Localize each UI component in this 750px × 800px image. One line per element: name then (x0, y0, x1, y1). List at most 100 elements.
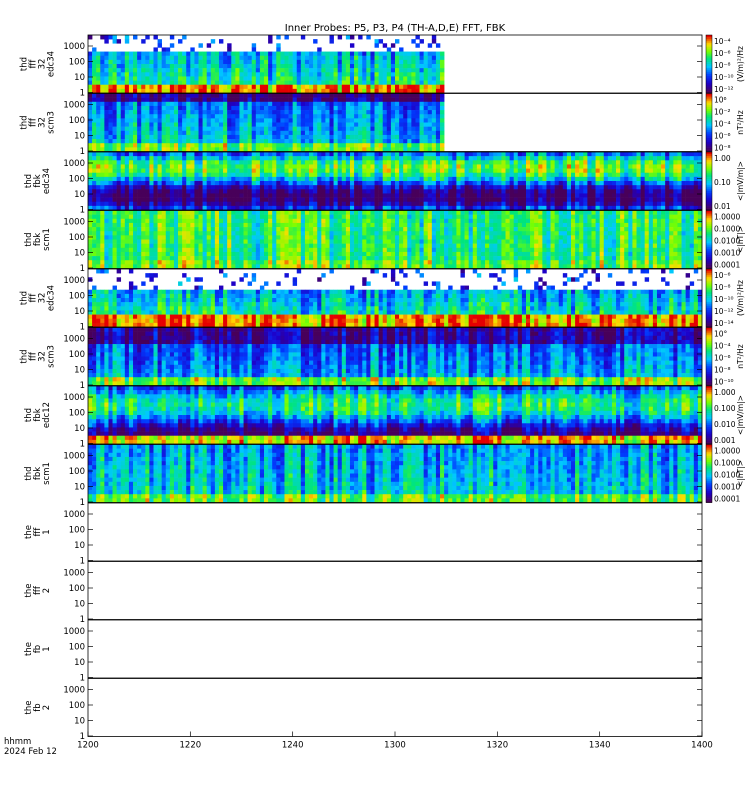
y-tick-label: 10 (74, 132, 85, 142)
panel-frame (87, 502, 703, 562)
y-tick-label: 10 (74, 73, 85, 83)
y-tick-label: 1000 (63, 159, 85, 169)
spectrogram-thd-fff32-edc34-b (88, 269, 703, 328)
panel-frame (87, 619, 703, 679)
colorbar-frame (705, 151, 713, 211)
panel-label-thd-fff32-scm3: thdfff32scm3 (20, 111, 57, 134)
x-tick-label: 1340 (589, 741, 611, 751)
panel-thd-fbk-edc12: 1000 100 10 1 thdfbkedc12 1.000 0.100 0.010 0.00… (24, 385, 745, 450)
y-tick-label: 1000 (63, 42, 85, 52)
y-tick-label: 1 (80, 147, 85, 157)
colorbar-thd-fff32-edc34: 10⁻⁴ 10⁻⁶ 10⁻⁸ 10⁻¹⁰ 10⁻¹²(V/m)²/Hz (705, 34, 745, 94)
panel-frame (87, 327, 703, 386)
colorbar-tick-label: 10⁻⁸ (714, 144, 731, 153)
y-tick-label: 1000 (63, 452, 85, 462)
colorbar-tick-label: 0.0001 (714, 495, 740, 504)
y-tick-label: 1 (80, 89, 85, 99)
panel-label-the-fff-1: thefff1 (24, 525, 52, 539)
colorbar-tick-label: 0.0100 (714, 471, 740, 480)
colorbar-tick-label: 0.0010 (714, 249, 740, 258)
colorbar-tick-label: 0.1000 (714, 225, 740, 234)
colorbar-unit: <|mV/m|> (736, 395, 745, 435)
colorbar-tick-label: 10⁻⁶ (714, 49, 731, 58)
y-tick-label: 100 (69, 58, 85, 68)
spectrogram-thd-fbk-edc12 (88, 386, 703, 445)
colorbar-tick-label: 10⁻⁶ (714, 354, 731, 363)
panel-label-thd-fff32-edc34: thdfff32edc34 (20, 51, 57, 77)
colorbar-thd-fbk-edc34: 1.00 0.10 0.01 <|mV/m|> (705, 151, 745, 211)
colorbar-tick-label: 10⁻¹⁰ (714, 295, 734, 304)
colorbar-tick-label: 1.0000 (714, 213, 740, 222)
x-axis-label-hhmm: hhmm (4, 737, 31, 747)
y-tick-label: 100 (69, 584, 85, 594)
colorbar-unit: nT²/Hz (736, 110, 745, 135)
x-tick-label: 1220 (180, 741, 202, 751)
panel-frame (87, 93, 703, 152)
colorbar-tick-label: 10⁻⁸ (714, 61, 731, 70)
y-tick-label: 1000 (63, 218, 85, 228)
y-tick-label: 10 (74, 717, 85, 727)
panel-frame (87, 561, 703, 620)
colorbar-tick-label: 0.01 (714, 202, 731, 211)
x-tick-label: 1320 (487, 741, 509, 751)
y-tick-label: 100 (69, 526, 85, 536)
panel-thd-fbk-scm1: 1000 100 10 1 thdfbkscm1 1.0000 0.1000 0.0100 0.… (24, 210, 745, 274)
panel-label-the-fff-2: thefff2 (24, 584, 52, 598)
colorbar-tick-label: 10⁻¹⁰ (714, 73, 734, 82)
colorbar-frame (705, 385, 713, 445)
colorbar-unit: <|nT|> (736, 226, 745, 253)
colorbar-tick-label: 10⁻¹⁰ (714, 378, 734, 387)
colorbar-unit: (V/m)²/Hz (736, 46, 745, 82)
colorbar-tick-label: 10⁶ (714, 96, 727, 105)
panel-the-fb-1: 1000 100 10 1 thefb1 (24, 619, 703, 684)
colorbar-unit: <|mV/m|> (736, 161, 745, 201)
y-tick-label: 1 (80, 440, 85, 450)
colorbar-tick-label: 0.100 (714, 404, 736, 413)
x-tick-label: 1200 (77, 741, 99, 751)
panel-thd-fff32-edc34-b: 1000 100 10 1 thdfff32edc34 10⁻⁶ 10⁻⁸ 10⁻¹⁰ 10⁻¹… (20, 268, 745, 333)
y-tick-label: 1000 (63, 101, 85, 111)
colorbar-tick-label: 10° (714, 330, 728, 339)
panel-label-thd-fbk-scm1: thdfbkscm1 (24, 228, 52, 251)
colorbar-tick-label: 10⁻² (714, 108, 731, 117)
panel-the-fb-2: 1000 100 10 1 thefb2 (24, 678, 703, 742)
colorbar-thd-fbk-scm1-b: 1.0000 0.1000 0.0100 0.0010 0.0001 <|nT|> (705, 444, 745, 504)
spectrogram-thd-fff32-scm3-b (88, 327, 703, 386)
y-tick-label: 10 (74, 600, 85, 610)
colorbar-tick-label: 10⁻¹² (714, 307, 734, 316)
colorbar-thd-fff32-edc34-b: 10⁻⁶ 10⁻⁸ 10⁻¹⁰ 10⁻¹² 10⁻¹⁴(V/m)²/Hz (705, 268, 745, 328)
y-tick-label: 1 (80, 381, 85, 391)
colorbar-tick-label: 0.0010 (714, 483, 740, 492)
panel-frame (87, 268, 703, 328)
y-tick-label: 1000 (63, 335, 85, 345)
spectrogram-thd-fbk-edc34 (88, 152, 703, 211)
y-tick-label: 100 (69, 701, 85, 711)
y-tick-label: 100 (69, 292, 85, 302)
y-tick-label: 10 (74, 190, 85, 200)
y-tick-label: 10 (74, 249, 85, 259)
x-tick-label: 1400 (691, 741, 713, 751)
colorbar-frame (705, 210, 713, 269)
spectrogram-thd-fbk-scm1-b (88, 444, 703, 503)
x-axis-label-date: 2024 Feb 12 (4, 747, 57, 757)
y-tick-label: 10 (74, 483, 85, 493)
panel-label-the-fb-2: thefb2 (24, 701, 52, 715)
spectrogram-thd-fff32-edc34 (88, 35, 445, 94)
colorbar-tick-label: 10⁻⁴ (714, 342, 731, 351)
colorbar-frame (705, 268, 713, 328)
colorbar-tick-label: 0.010 (714, 420, 736, 429)
panel-label-thd-fbk-scm1-b: thdfbkscm1 (24, 462, 52, 485)
colorbar-tick-label: 10⁻⁸ (714, 366, 731, 375)
panel-frame (87, 444, 703, 503)
colorbar-frame (705, 327, 713, 386)
y-tick-label: 1000 (63, 686, 85, 696)
y-tick-label: 1 (80, 498, 85, 508)
panel-frame (87, 678, 703, 737)
colorbar-tick-label: 10⁻¹⁴ (714, 319, 734, 328)
chart-title: Inner Probes: P5, P3, P4 (TH-A,D,E) FFT,… (285, 23, 506, 34)
spectrogram-thd-fff32-scm3 (88, 93, 445, 152)
panel-label-the-fb-1: thefb1 (24, 642, 52, 656)
panel-frame (87, 210, 703, 269)
colorbar-tick-label: 10⁻¹² (714, 85, 734, 94)
